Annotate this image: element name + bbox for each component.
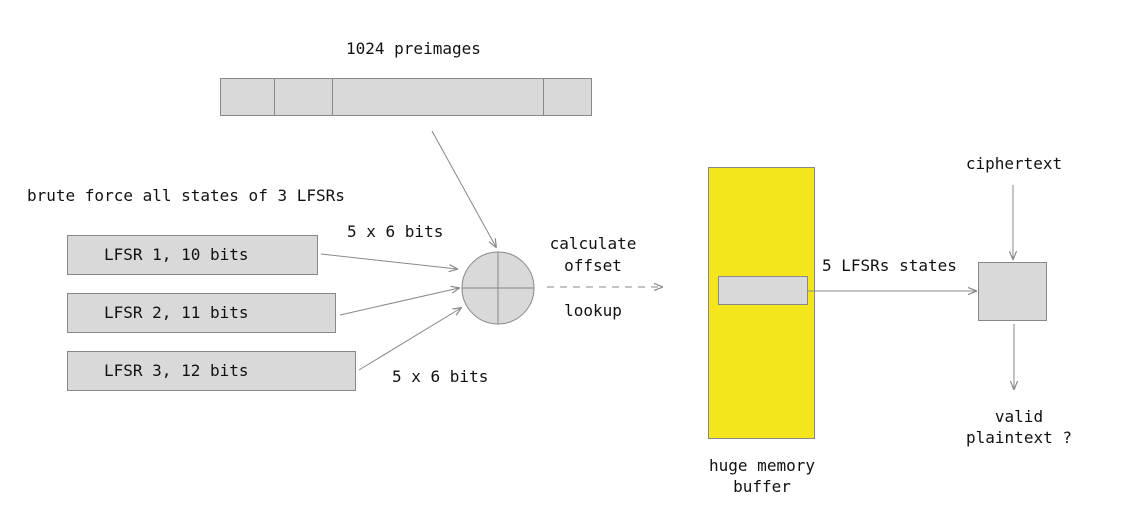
lfsr2-to-xor-arrow (340, 288, 459, 315)
xor-node (462, 252, 534, 324)
lfsr3-to-xor-arrow (359, 308, 461, 370)
lfsr1-to-xor-arrow (321, 254, 457, 269)
preimages-to-xor-arrow (432, 131, 496, 247)
